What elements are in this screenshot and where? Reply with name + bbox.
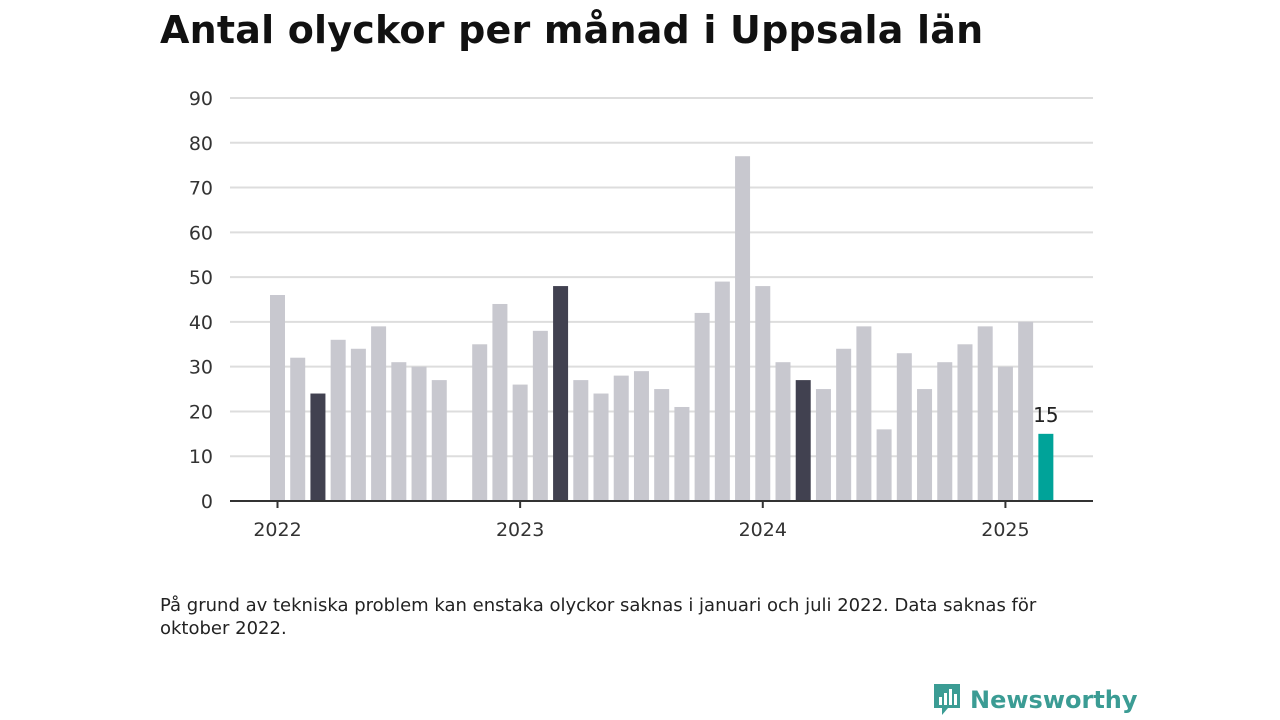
bar xyxy=(1038,433,1054,501)
bar xyxy=(553,286,569,501)
bar xyxy=(755,286,771,501)
bar xyxy=(815,389,831,501)
bar xyxy=(411,366,427,501)
x-axis-tick-labels: 2022 2023 2024 2025 xyxy=(253,519,1029,541)
bar xyxy=(492,303,508,501)
bar xyxy=(391,362,407,501)
bar xyxy=(674,406,690,501)
chart-title: Antal olyckor per månad i Uppsala län xyxy=(160,8,984,52)
bar xyxy=(613,375,629,501)
bars xyxy=(270,156,1054,501)
y-tick-label: 40 xyxy=(189,312,213,334)
y-axis-tick-labels: 0 10 20 30 40 50 60 70 80 90 xyxy=(189,88,213,513)
x-tick-label: 2023 xyxy=(496,519,544,541)
bar xyxy=(997,366,1013,501)
bar xyxy=(836,348,852,501)
bar xyxy=(350,348,366,501)
y-tick-label: 0 xyxy=(201,491,213,513)
newsworthy-logo-icon xyxy=(934,684,960,715)
bar xyxy=(896,353,912,501)
newsworthy-brand[interactable]: Newsworthy xyxy=(932,682,1138,718)
bar xyxy=(957,344,973,501)
bar xyxy=(310,393,326,501)
bar-chart: 0 10 20 30 40 50 60 70 80 90 2022 2023 2024 2025 15 xyxy=(189,88,1093,541)
bar xyxy=(512,384,528,501)
bar xyxy=(856,326,872,501)
x-tick-label: 2024 xyxy=(739,519,787,541)
y-tick-label: 20 xyxy=(189,401,213,423)
bar xyxy=(714,281,730,501)
bar xyxy=(593,393,609,501)
y-tick-label: 50 xyxy=(189,267,213,289)
bar xyxy=(694,312,710,501)
bar xyxy=(472,344,488,501)
bar xyxy=(735,156,751,501)
bar xyxy=(573,380,589,501)
bar xyxy=(876,429,892,501)
y-tick-label: 70 xyxy=(189,178,213,200)
x-axis xyxy=(230,500,1093,508)
y-tick-label: 30 xyxy=(189,357,213,379)
bar xyxy=(1018,321,1034,501)
y-tick-label: 60 xyxy=(189,222,213,244)
bar xyxy=(937,362,953,501)
x-tick-label: 2022 xyxy=(253,519,301,541)
y-tick-label: 90 xyxy=(189,88,213,110)
bar xyxy=(977,326,993,501)
bar xyxy=(371,326,387,501)
x-tick-label: 2025 xyxy=(981,519,1029,541)
bar xyxy=(290,357,306,501)
bar xyxy=(917,389,933,501)
data-label: 15 xyxy=(1033,403,1058,427)
footnote: På grund av tekniska problem kan enstaka… xyxy=(160,595,1037,639)
bar xyxy=(654,389,670,501)
y-tick-label: 10 xyxy=(189,446,213,468)
bar xyxy=(270,295,285,501)
bar xyxy=(775,362,791,501)
data-labels: 15 xyxy=(1033,403,1058,427)
bar xyxy=(795,380,811,501)
bar xyxy=(532,330,548,501)
bar xyxy=(431,380,447,501)
brand-name: Newsworthy xyxy=(970,686,1138,714)
y-tick-label: 80 xyxy=(189,133,213,155)
bar xyxy=(633,371,649,501)
bar xyxy=(330,339,346,501)
